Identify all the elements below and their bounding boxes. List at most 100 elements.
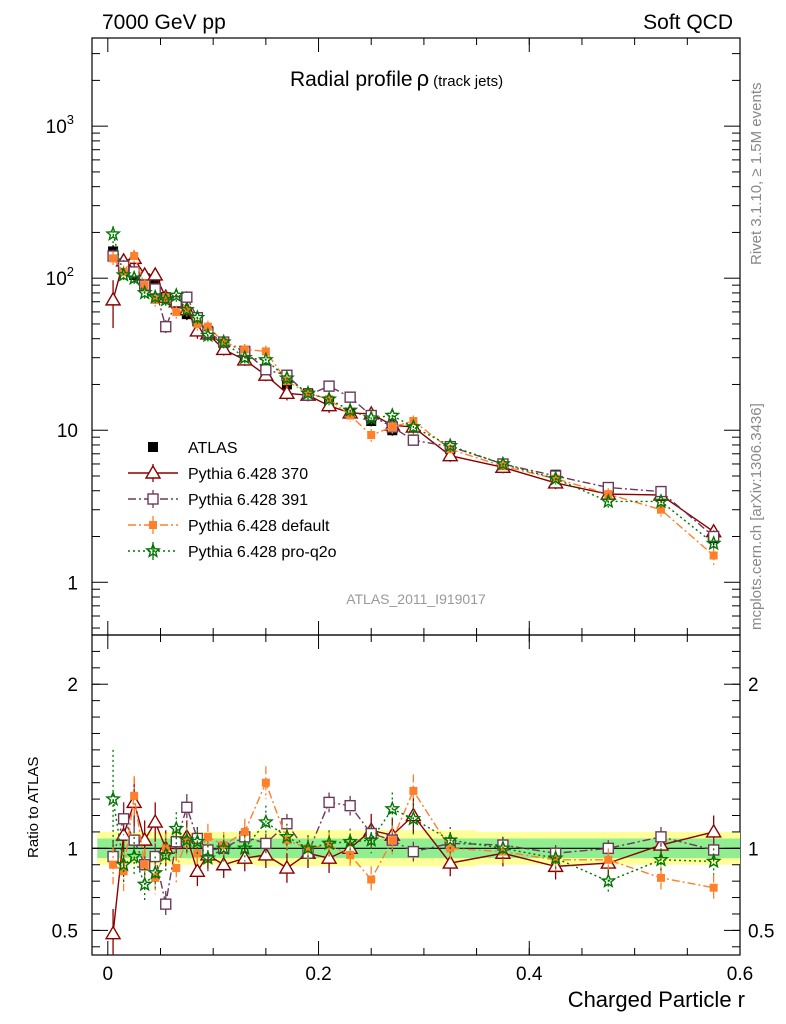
data-point xyxy=(261,347,270,356)
data-point xyxy=(384,407,401,423)
data-point xyxy=(323,380,335,392)
data-point xyxy=(344,391,356,403)
ratio-y-tick-label: 0.5 xyxy=(52,921,78,942)
ratio-point xyxy=(178,831,195,848)
ratio-point xyxy=(652,851,670,867)
y-tick-label: 1 xyxy=(67,573,78,594)
ratio-point xyxy=(323,796,335,809)
axes: 0 0.2 0.4 0.6 1 10 102 103 0.5 0.5 1 1 2 2 xyxy=(46,38,774,985)
ratio-point xyxy=(494,839,511,856)
data-point xyxy=(236,349,253,365)
ratio-point xyxy=(219,841,228,850)
ratio-point xyxy=(199,849,216,865)
ratio-point xyxy=(117,813,130,825)
ratio-point xyxy=(600,872,617,888)
data-point xyxy=(105,225,122,242)
ratio-line xyxy=(112,798,714,886)
data-point xyxy=(709,551,718,560)
legend-label: Pythia 6.428 391 xyxy=(188,492,308,509)
x-tick-label: 0.2 xyxy=(305,964,331,985)
ratio-point xyxy=(126,848,143,864)
ratio-point xyxy=(405,810,422,826)
x-tick-label: 0 xyxy=(103,964,114,985)
ratio-point xyxy=(442,831,459,848)
data-point xyxy=(407,434,420,446)
ratio-point xyxy=(136,875,153,892)
ratio-point xyxy=(261,778,270,787)
ratio-point xyxy=(551,855,560,864)
legend-item: ATLAS xyxy=(148,440,238,457)
ratio-point xyxy=(442,854,459,869)
ratio-line xyxy=(112,780,714,889)
series-line xyxy=(112,257,715,533)
data-point xyxy=(494,455,511,471)
ratio-series-pythia-6-428-pro-q2o xyxy=(105,749,722,901)
ratio-point xyxy=(157,846,174,862)
data-point xyxy=(168,287,185,303)
legend: ATLAS Pythia 6.428 370 Pythia 6.428 391 Pyt… xyxy=(128,440,337,561)
ratio-y-tick-label-right: 2 xyxy=(748,675,759,696)
energy-label: 7000 GeV pp xyxy=(102,11,226,34)
ratio-y-tick-label: 2 xyxy=(67,675,78,696)
data-point xyxy=(130,251,139,260)
ratio-point xyxy=(405,807,422,822)
ratio-point xyxy=(407,845,420,858)
ratio-point xyxy=(604,855,613,864)
data-point xyxy=(321,390,338,407)
data-point xyxy=(442,447,459,462)
ratio-point xyxy=(104,925,122,940)
data-point xyxy=(193,319,202,328)
ratio-point xyxy=(147,813,164,828)
data-point xyxy=(299,384,317,401)
x-axis-label: Charged Particle r xyxy=(568,987,745,1012)
ratio-point xyxy=(109,860,118,869)
data-point xyxy=(705,535,722,551)
ratio-point xyxy=(215,856,232,871)
ratio-point xyxy=(278,859,296,874)
analysis-watermark: ATLAS_2011_I919017 xyxy=(346,591,486,607)
data-point xyxy=(405,418,422,434)
ratio-point xyxy=(257,813,274,829)
legend-item: Pythia 6.428 370 xyxy=(128,464,308,483)
y-tick-label: 103 xyxy=(46,112,74,138)
ratio-point xyxy=(655,831,667,843)
legend-marker xyxy=(144,464,162,479)
ratio-point xyxy=(130,791,139,800)
ratio-point xyxy=(299,839,317,856)
ratio-point xyxy=(115,856,132,872)
data-point xyxy=(157,291,174,307)
legend-label: Pythia 6.428 default xyxy=(188,518,330,535)
legend-label: Pythia 6.428 370 xyxy=(188,466,308,483)
data-point xyxy=(388,423,397,432)
ratio-y-tick-label: 1 xyxy=(67,839,78,860)
ratio-point xyxy=(172,864,181,873)
data-point xyxy=(199,327,216,343)
data-point xyxy=(547,470,564,486)
data-point xyxy=(215,333,232,349)
data-point xyxy=(600,493,617,509)
data-point xyxy=(342,401,359,418)
ratio-point xyxy=(240,827,249,836)
legend-item: Pythia 6.428 default xyxy=(128,516,330,535)
ratio-point xyxy=(181,801,193,814)
ratio-point xyxy=(189,833,206,849)
ratio-point xyxy=(705,823,722,838)
data-point xyxy=(367,431,376,440)
data-point xyxy=(181,291,193,303)
data-point xyxy=(278,369,295,385)
ratio-y-tick-label-right: 1 xyxy=(748,839,759,860)
ratio-point xyxy=(257,846,275,861)
ratio-series xyxy=(104,749,722,955)
ratio-point xyxy=(709,883,718,892)
rivet-version-label: Rivet 3.1.10, ≥ 1.5M events xyxy=(748,83,765,266)
data-point xyxy=(656,505,665,514)
y-tick-label: 10 xyxy=(57,421,78,442)
ratio-point xyxy=(128,834,140,846)
data-point xyxy=(178,301,195,317)
ratio-point xyxy=(547,849,564,865)
data-point xyxy=(172,307,181,316)
legend-marker xyxy=(149,521,157,529)
series-line xyxy=(112,254,715,557)
ratio-point xyxy=(260,837,272,850)
series-pythia-6-428-pro-q2o xyxy=(105,225,722,552)
